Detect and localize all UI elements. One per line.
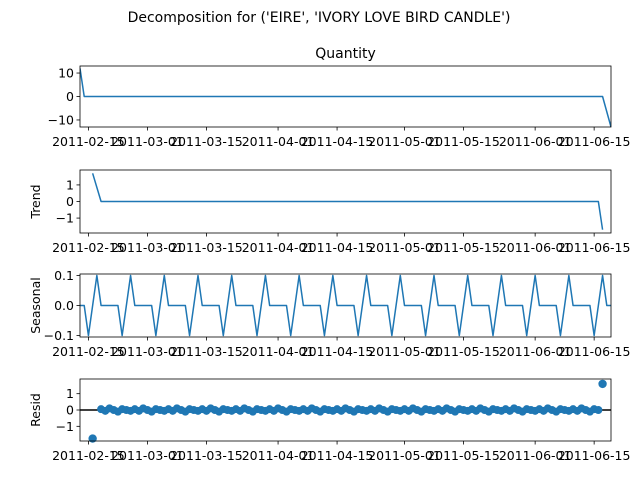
- x-tick-label: 2011-04-15: [301, 240, 374, 255]
- x-tick-label: 2011-05-01: [368, 344, 441, 359]
- x-tick-label: 2011-06-15: [558, 134, 631, 149]
- panel-resid: 10−1Resid2011-02-152011-03-012011-03-152…: [28, 378, 631, 463]
- x-tick-label: 2011-06-01: [499, 448, 572, 463]
- panel-seasonal: 0.10.0−0.1Seasonal2011-02-152011-03-0120…: [28, 268, 630, 359]
- y-tick-label: 1: [66, 177, 74, 192]
- x-tick-label: 2011-06-15: [558, 448, 631, 463]
- x-tick-label: 2011-05-01: [368, 448, 441, 463]
- x-tick-label: 2011-04-15: [301, 448, 374, 463]
- x-tick-label: 2011-04-15: [301, 134, 374, 149]
- x-tick-label: 2011-04-01: [242, 344, 315, 359]
- x-tick-label: 2011-04-01: [242, 448, 315, 463]
- y-tick-label: 0: [66, 89, 74, 104]
- panel-title: Quantity: [315, 46, 376, 62]
- series-line-observed: [80, 68, 611, 127]
- y-tick-label: 10: [58, 66, 74, 81]
- x-tick-label: 2011-03-01: [111, 134, 184, 149]
- x-tick-label: 2011-05-01: [368, 240, 441, 255]
- y-tick-label: −1: [56, 419, 74, 434]
- x-tick-label: 2011-06-15: [558, 344, 631, 359]
- x-tick-label: 2011-06-01: [499, 344, 572, 359]
- y-tick-label: 0: [66, 403, 74, 418]
- panel-observed: Quantity100−102011-02-152011-03-012011-0…: [48, 46, 631, 149]
- resid-point: [594, 406, 603, 414]
- resid-outlier-point: [598, 379, 607, 389]
- x-tick-label: 2011-04-01: [242, 134, 315, 149]
- y-tick-label: −1: [56, 211, 74, 226]
- x-tick-label: 2011-03-15: [170, 134, 243, 149]
- y-tick-label: 0.0: [54, 298, 74, 313]
- x-tick-label: 2011-02-15: [52, 448, 125, 463]
- series-line-seasonal: [80, 274, 611, 337]
- x-tick-label: 2011-06-01: [499, 240, 572, 255]
- series-line-trend: [91, 173, 604, 230]
- x-tick-label: 2011-02-15: [52, 240, 125, 255]
- y-axis-label: Resid: [28, 393, 43, 427]
- y-axis-label: Seasonal: [28, 277, 43, 334]
- resid-outlier-point: [88, 434, 97, 443]
- x-tick-label: 2011-05-01: [368, 134, 441, 149]
- x-tick-label: 2011-04-15: [301, 344, 374, 359]
- y-tick-label: −0.1: [44, 328, 74, 343]
- x-tick-label: 2011-03-01: [111, 448, 184, 463]
- x-tick-label: 2011-03-15: [170, 240, 243, 255]
- x-tick-label: 2011-05-15: [427, 240, 500, 255]
- x-tick-label: 2011-05-15: [427, 344, 500, 359]
- panels: Quantity100−102011-02-152011-03-012011-0…: [28, 46, 630, 463]
- x-tick-label: 2011-04-01: [242, 240, 315, 255]
- x-tick-label: 2011-02-15: [52, 344, 125, 359]
- y-tick-label: −10: [48, 112, 74, 127]
- x-tick-label: 2011-03-01: [111, 344, 184, 359]
- y-tick-label: 0.1: [54, 268, 74, 283]
- y-tick-label: 1: [66, 386, 74, 401]
- x-tick-label: 2011-06-15: [558, 240, 631, 255]
- x-tick-label: 2011-02-15: [52, 134, 125, 149]
- x-tick-label: 2011-06-01: [499, 134, 572, 149]
- x-tick-label: 2011-03-15: [170, 448, 243, 463]
- y-tick-label: 0: [66, 194, 74, 209]
- x-tick-label: 2011-03-01: [111, 240, 184, 255]
- x-tick-label: 2011-05-15: [427, 448, 500, 463]
- y-axis-label: Trend: [28, 184, 43, 219]
- x-tick-label: 2011-03-15: [170, 344, 243, 359]
- x-tick-label: 2011-05-15: [427, 134, 500, 149]
- panel-trend: 10−1Trend2011-02-152011-03-012011-03-152…: [28, 169, 631, 255]
- figure-suptitle: Decomposition for ('EIRE', 'IVORY LOVE B…: [128, 10, 511, 26]
